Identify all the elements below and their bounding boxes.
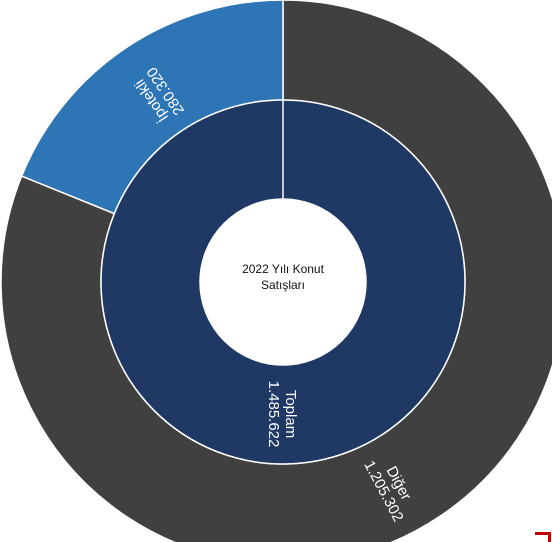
center-label-line-1: 2022 Yılı Konut xyxy=(242,262,325,276)
label-toplam-value: 1.485.622 xyxy=(265,381,282,448)
corner-mark xyxy=(535,532,551,542)
center-label-line-2: Satışları xyxy=(261,278,305,292)
label-toplam-name: Toplam xyxy=(282,390,299,438)
center-hole xyxy=(200,199,366,365)
